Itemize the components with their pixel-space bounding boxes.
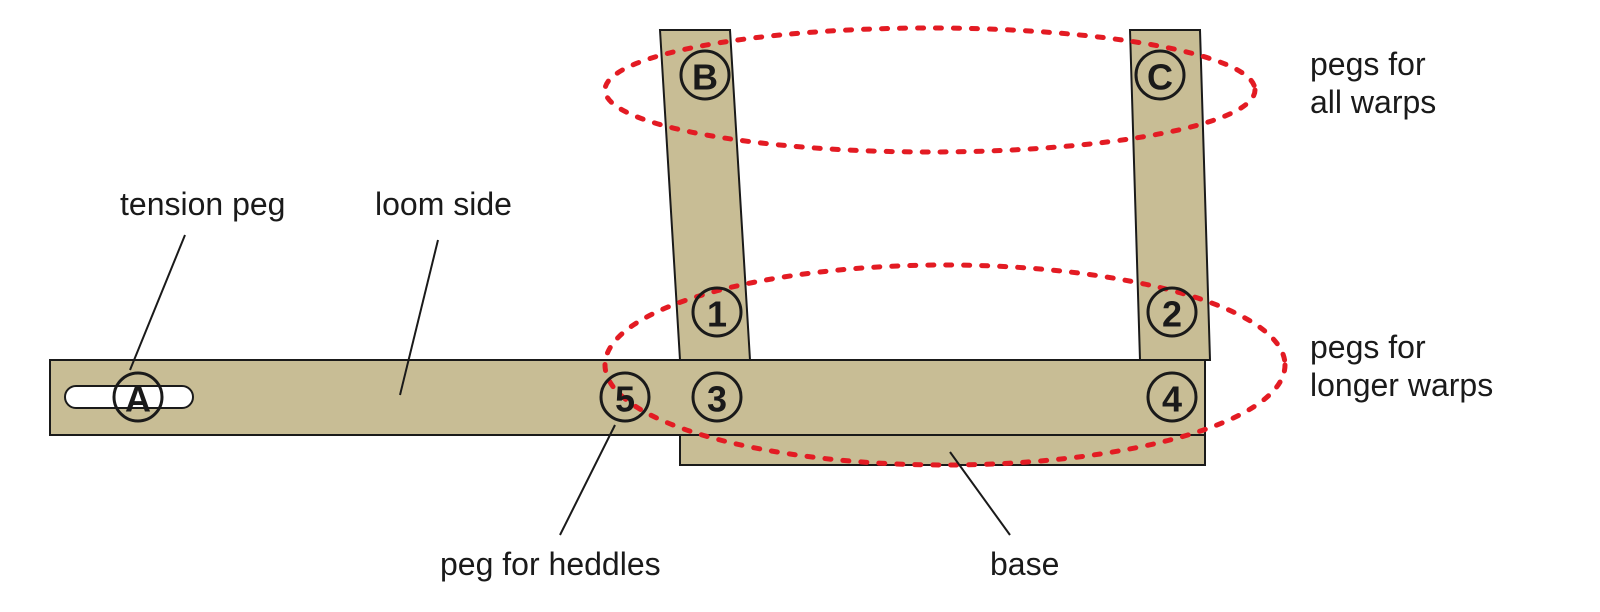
peg-label-p1: 1 [707, 294, 727, 335]
label-base: base [990, 546, 1059, 582]
peg-label-p4: 4 [1162, 379, 1182, 420]
label-longer-1: pegs for [1310, 329, 1426, 365]
loom-diagram: A B C 1 2 3 4 5 tension peg loom side peg for h… [0, 0, 1600, 612]
leader-tension_peg [130, 235, 185, 370]
peg-label-B: B [692, 57, 718, 98]
label-longer-2: longer warps [1310, 367, 1493, 403]
label-peg-for-heddles: peg for heddles [440, 546, 661, 582]
label-loom-side: loom side [375, 186, 512, 222]
peg-label-p5: 5 [615, 379, 635, 420]
label-tension-peg: tension peg [120, 186, 285, 222]
peg-label-p2: 2 [1162, 294, 1182, 335]
label-all-warps-2: all warps [1310, 84, 1436, 120]
peg-label-A: A [125, 379, 151, 420]
leader-peg_for_heddles [560, 425, 615, 535]
label-all-warps-1: pegs for [1310, 46, 1426, 82]
peg-label-p3: 3 [707, 379, 727, 420]
peg-label-C: C [1147, 57, 1173, 98]
